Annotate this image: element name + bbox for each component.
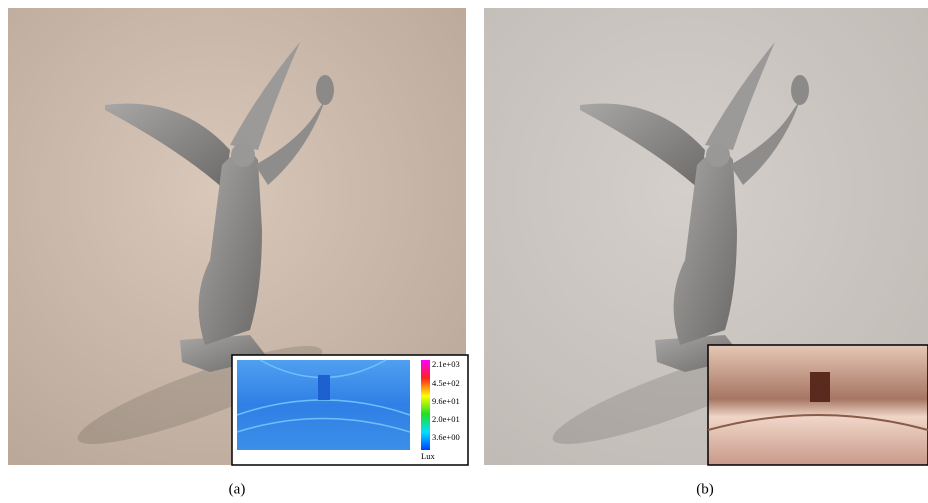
colorbar bbox=[421, 360, 430, 450]
colorbar-tick: 3.6e+00 bbox=[432, 432, 460, 442]
figure: 2.1e+03 4.5e+02 9.6e+01 2.0e+01 3.6e+00 … bbox=[0, 0, 928, 503]
caption: (a) bbox=[229, 481, 246, 497]
colorbar-tick: 2.0e+01 bbox=[432, 414, 460, 424]
heatmap bbox=[237, 360, 410, 450]
inset-a: 2.1e+03 4.5e+02 9.6e+01 2.0e+01 3.6e+00 … bbox=[232, 355, 468, 465]
environment-map bbox=[708, 345, 928, 465]
environment-detail bbox=[810, 372, 830, 402]
colorbar-unit: Lux bbox=[421, 451, 435, 461]
inset-b bbox=[708, 345, 928, 465]
panel-a: 2.1e+03 4.5e+02 9.6e+01 2.0e+01 3.6e+00 … bbox=[8, 8, 468, 497]
caption: (b) bbox=[696, 481, 714, 497]
colorbar-tick: 4.5e+02 bbox=[432, 378, 460, 388]
colorbar-tick: 2.1e+03 bbox=[432, 359, 460, 369]
heatmap-detail bbox=[318, 375, 330, 400]
panel-b: (b) bbox=[484, 8, 928, 497]
colorbar-tick: 9.6e+01 bbox=[432, 396, 460, 406]
